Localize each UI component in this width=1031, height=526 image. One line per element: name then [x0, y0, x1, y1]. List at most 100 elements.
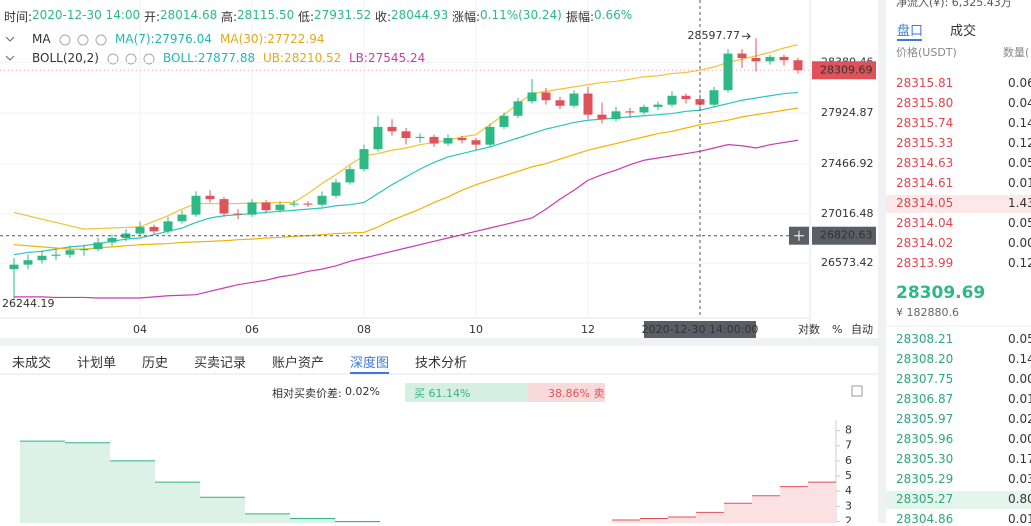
indicator-line: [14, 139, 799, 299]
depth-step: [724, 503, 752, 523]
crosshair-time: 2020-12-30 14:00:00: [642, 323, 759, 336]
legend-icon: [77, 34, 89, 46]
info-value: 27931.52: [314, 8, 372, 22]
info-value: 0.11%(30.24): [480, 8, 562, 22]
book-price: 28315.80: [896, 96, 954, 110]
depth-step: [110, 460, 155, 523]
separator: [878, 0, 886, 523]
book-qty: 0.8000: [1008, 492, 1031, 506]
legend-name: BOLL(20,2): [32, 51, 99, 65]
candle-body: [51, 254, 61, 256]
candle-body: [317, 195, 327, 205]
candle-body: [345, 169, 355, 183]
book-tab[interactable]: 成交: [950, 24, 977, 39]
book-price: 28315.81: [896, 76, 954, 90]
candle-body: [443, 138, 453, 144]
chart-control[interactable]: 对数: [798, 322, 820, 336]
book-qty: 0.0335: [1008, 472, 1031, 486]
tab[interactable]: 技术分析: [415, 356, 468, 371]
book-qty: 0.0574: [1008, 156, 1031, 170]
candle-body: [625, 111, 635, 113]
y-tick-label: 27466.92: [821, 157, 874, 170]
tab[interactable]: 计划单: [77, 356, 117, 371]
candle-body: [205, 195, 215, 200]
depth-y-label: 4: [845, 484, 852, 497]
collapse-icon: [5, 55, 15, 61]
tab[interactable]: 深度图: [350, 356, 390, 371]
x-tick-label: 04: [133, 323, 147, 336]
candle-body: [219, 199, 229, 214]
sell-ratio-box: [527, 383, 605, 402]
candle-body: [611, 111, 621, 120]
candle-body: [79, 249, 89, 251]
crosshair-time-box: [644, 321, 756, 338]
expand-icon[interactable]: [851, 385, 863, 397]
info-label: 高:: [221, 10, 238, 24]
candle-body: [163, 221, 173, 232]
legend-item: MA(30):27722.94: [220, 32, 325, 46]
candle-body: [737, 53, 747, 58]
candle-body: [667, 95, 677, 105]
book-qty: 0.0170: [1008, 512, 1031, 526]
tab[interactable]: 历史: [142, 356, 169, 371]
book-price: 28304.86: [896, 512, 954, 526]
candle-body: [233, 213, 243, 215]
chart-control[interactable]: %: [832, 323, 842, 336]
candle-body: [569, 93, 579, 106]
collapse-icon: [5, 36, 15, 42]
book-price: 28305.30: [896, 452, 954, 466]
candle-body: [191, 195, 201, 215]
tab[interactable]: 未成交: [12, 356, 52, 371]
tab[interactable]: 买卖记录: [194, 356, 247, 371]
candle-body: [457, 138, 467, 141]
info-label: 振幅:: [566, 10, 595, 24]
depth-step: [65, 442, 110, 523]
depth-step: [640, 518, 668, 523]
info-value: 2020-12-30 14:00: [32, 8, 141, 22]
book-column: 数量(: [1003, 46, 1030, 59]
book-qty: 1.4364: [1008, 196, 1031, 210]
row-highlight: [886, 195, 1031, 213]
info-label: 涨幅:: [452, 10, 481, 24]
chart-control[interactable]: 自动: [851, 323, 873, 336]
candle-body: [429, 136, 439, 144]
candle-body: [499, 115, 509, 127]
candle-body: [709, 90, 719, 105]
book-qty: 0.0019: [1008, 236, 1031, 250]
candle-body: [247, 202, 257, 215]
book-tab[interactable]: 盘口: [897, 24, 924, 39]
info-label: 收:: [375, 10, 392, 24]
y-tick-label: 26573.42: [821, 256, 874, 269]
book-price: 28314.63: [896, 156, 954, 170]
book-price: 28315.33: [896, 136, 954, 150]
candle-body: [555, 100, 565, 106]
legend-icon: [107, 53, 119, 65]
buy-ratio: 买 61.14%: [414, 387, 471, 400]
info-value: 28014.68: [160, 8, 218, 22]
book-qty: 0.0598: [1008, 216, 1031, 230]
buy-ratio-box: [405, 383, 527, 402]
depth-step: [668, 516, 696, 523]
book-price: 28305.27: [896, 492, 954, 506]
book-price: 28315.74: [896, 116, 954, 130]
tab[interactable]: 账户资产: [272, 356, 325, 371]
candle-body: [639, 106, 649, 113]
book-price: 28314.05: [896, 196, 954, 210]
high-marker: 28597.77: [688, 29, 741, 42]
candle-body: [513, 101, 523, 116]
spread-label: 相对买卖价差:: [272, 387, 342, 400]
legend-icon: [125, 53, 137, 65]
depth-y-label: 8: [845, 424, 852, 437]
depth-step: [780, 486, 808, 523]
crosshair-price: 26820.63: [820, 229, 873, 242]
x-tick-label: 06: [245, 323, 259, 336]
depth-step: [612, 519, 640, 523]
legend-icon: [95, 34, 107, 46]
book-qty: 0.0060: [1008, 372, 1031, 386]
candle-body: [331, 182, 341, 196]
book-price: 28314.02: [896, 236, 954, 250]
candle-body: [541, 92, 551, 101]
depth-step: [808, 482, 836, 523]
depth-y-label: 5: [845, 469, 852, 482]
